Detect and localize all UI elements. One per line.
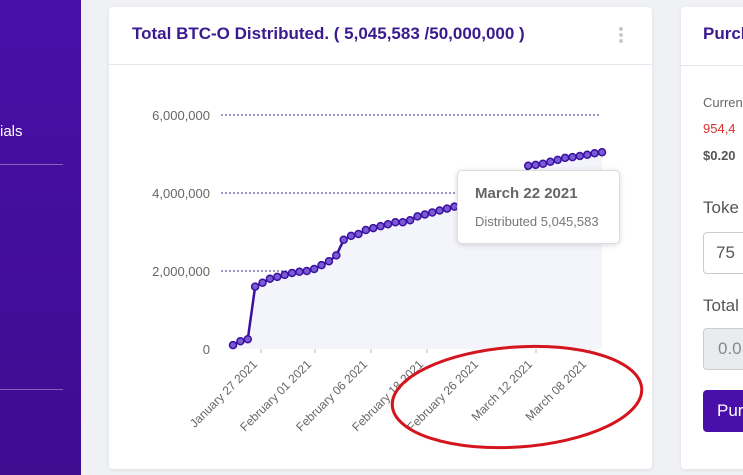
- chart-tooltip: March 22 2021 Distributed 5,045,583: [457, 170, 620, 244]
- sidebar-item-label[interactable]: ials: [0, 123, 23, 140]
- current-label: Curren: [703, 95, 743, 110]
- data-point: [405, 216, 415, 225]
- data-point: [538, 159, 548, 168]
- data-point: [228, 340, 238, 350]
- token-label: Toke: [703, 198, 739, 217]
- data-point: [420, 210, 430, 219]
- y-tick-label: 2,000,000: [152, 264, 210, 279]
- data-point: [523, 161, 533, 170]
- data-point: [317, 260, 326, 270]
- data-point: [590, 148, 599, 158]
- data-point: [250, 282, 260, 291]
- purchase-card-divider: [681, 65, 743, 66]
- total-label: Total: [703, 296, 739, 315]
- sidebar-divider: [0, 389, 63, 390]
- data-point: [346, 231, 356, 241]
- tooltip-title: March 22 2021: [475, 185, 578, 202]
- data-point: [339, 235, 348, 245]
- current-value: 954,4: [703, 121, 736, 136]
- data-point: [302, 266, 312, 276]
- data-point: [413, 212, 422, 221]
- data-point: [258, 278, 267, 287]
- data-point: [391, 218, 400, 227]
- data-point: [428, 208, 437, 217]
- data-point: [553, 155, 562, 165]
- purchase-card-title: Purch: [703, 24, 743, 43]
- sidebar: ials: [0, 0, 81, 475]
- card-title: Total BTC-O Distributed. ( 5,045,583 /50…: [132, 24, 525, 43]
- data-point: [295, 267, 304, 277]
- tooltip-body: Distributed 5,045,583: [475, 214, 599, 229]
- data-point: [236, 336, 245, 346]
- card-header: Total BTC-O Distributed. ( 5,045,583 /50…: [109, 7, 652, 65]
- distribution-card: Total BTC-O Distributed. ( 5,045,583 /50…: [109, 7, 652, 469]
- purchase-card: Purch Curren 954,4 $0.20 Toke 75 Total 0…: [681, 7, 743, 469]
- data-point: [383, 219, 393, 229]
- data-point: [332, 251, 341, 260]
- annotation-circle: [390, 344, 644, 450]
- data-point: [531, 160, 540, 170]
- data-point: [435, 206, 444, 215]
- data-point: [582, 150, 592, 160]
- data-point: [568, 152, 577, 162]
- data-point: [243, 335, 253, 344]
- kebab-menu-icon[interactable]: [618, 27, 624, 45]
- token-input[interactable]: 75: [703, 232, 743, 274]
- data-point: [575, 151, 585, 161]
- y-tick-label: 4,000,000: [152, 186, 210, 201]
- y-tick-label: 6,000,000: [152, 108, 210, 123]
- y-tick-label: 0: [203, 342, 210, 357]
- data-point: [354, 229, 363, 239]
- data-point: [368, 223, 378, 233]
- sidebar-divider: [0, 164, 63, 165]
- data-point: [309, 264, 319, 274]
- purchase-button[interactable]: Pur: [703, 390, 743, 432]
- data-point: [287, 268, 297, 278]
- total-input: 0.0: [703, 328, 743, 370]
- data-point: [361, 225, 371, 235]
- data-point: [560, 153, 570, 163]
- data-point: [376, 221, 385, 231]
- data-point: [398, 218, 407, 227]
- data-point: [546, 157, 555, 167]
- data-point: [273, 272, 282, 282]
- data-point: [597, 147, 607, 157]
- data-point: [324, 257, 334, 266]
- data-point: [442, 204, 452, 213]
- token-price: $0.20: [703, 148, 736, 163]
- data-point: [280, 270, 289, 280]
- data-point: [265, 274, 275, 284]
